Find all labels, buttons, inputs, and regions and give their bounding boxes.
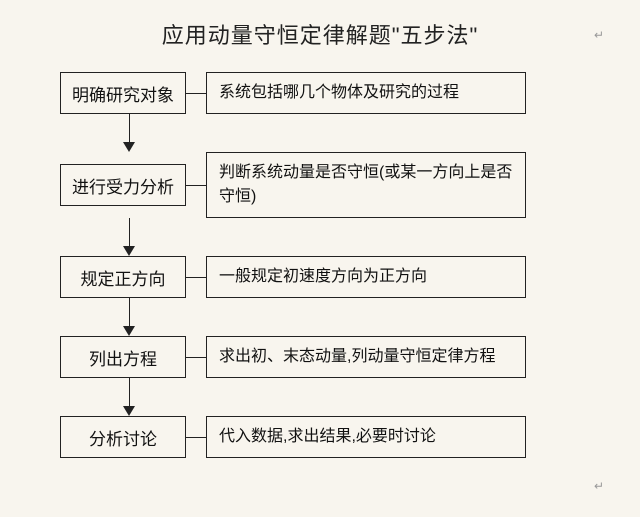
h-connector xyxy=(186,185,206,186)
arrow-spacer xyxy=(60,378,600,416)
arrow-spacer xyxy=(60,218,600,256)
step-box: 分析讨论 xyxy=(60,416,186,458)
h-connector xyxy=(186,357,206,358)
flow-row: 进行受力分析 判断系统动量是否守恒(或某一方向上是否守恒) xyxy=(60,152,600,218)
explain-box: 一般规定初速度方向为正方向 xyxy=(206,256,526,298)
flow-row: 分析讨论 代入数据,求出结果,必要时讨论 xyxy=(60,416,600,458)
explain-box: 代入数据,求出结果,必要时讨论 xyxy=(206,416,526,458)
flow-row: 列出方程 求出初、末态动量,列动量守恒定律方程 xyxy=(60,336,600,378)
explain-box: 求出初、末态动量,列动量守恒定律方程 xyxy=(206,336,526,378)
down-arrow xyxy=(123,218,135,256)
step-box: 规定正方向 xyxy=(60,256,186,298)
h-connector xyxy=(186,437,206,438)
flow-diagram: 明确研究对象 系统包括哪几个物体及研究的过程 进行受力分析 判断系统动量是否守恒… xyxy=(60,72,600,458)
h-connector xyxy=(186,277,206,278)
down-arrow xyxy=(123,114,135,152)
arrow-spacer xyxy=(60,114,600,152)
arrow-spacer xyxy=(60,298,600,336)
page-title: 应用动量守恒定律解题"五步法" xyxy=(0,0,640,60)
h-connector xyxy=(186,93,206,94)
flow-row: 规定正方向 一般规定初速度方向为正方向 xyxy=(60,256,600,298)
explain-box: 判断系统动量是否守恒(或某一方向上是否守恒) xyxy=(206,152,526,218)
step-box: 列出方程 xyxy=(60,336,186,378)
down-arrow xyxy=(123,298,135,336)
explain-box: 系统包括哪几个物体及研究的过程 xyxy=(206,72,526,114)
step-box: 进行受力分析 xyxy=(60,164,186,206)
paragraph-mark: ↵ xyxy=(594,28,604,42)
flow-row: 明确研究对象 系统包括哪几个物体及研究的过程 xyxy=(60,72,600,114)
down-arrow xyxy=(123,378,135,416)
step-box: 明确研究对象 xyxy=(60,72,186,114)
paragraph-mark: ↵ xyxy=(594,479,604,493)
